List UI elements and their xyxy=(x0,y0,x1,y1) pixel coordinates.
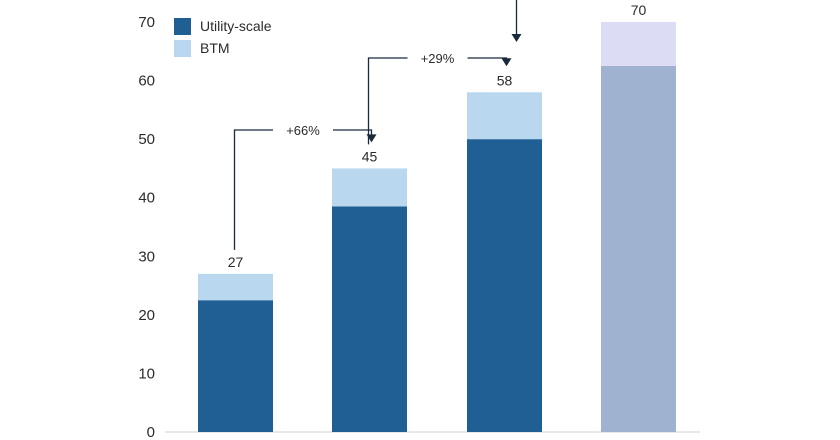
y-tick-label: 20 xyxy=(138,307,155,324)
legend-swatch xyxy=(174,18,191,35)
total-label: 70 xyxy=(631,2,647,18)
y-tick-label: 40 xyxy=(138,190,155,207)
arrow-head-icon xyxy=(501,58,512,67)
bar-utility-scale xyxy=(198,300,273,432)
growth-connector xyxy=(333,129,373,137)
legend-swatch xyxy=(174,40,191,57)
bar-utility-scale xyxy=(601,65,676,432)
growth-label: +66% xyxy=(286,123,320,138)
growth-connector xyxy=(467,57,508,61)
total-label: 58 xyxy=(497,72,513,88)
total-label: 27 xyxy=(228,254,244,270)
total-labels: 27 45 58 70 xyxy=(228,2,647,270)
bar-utility-scale xyxy=(332,206,407,432)
bar-btm xyxy=(332,168,407,207)
growth-annotations: +66% +29% xyxy=(233,0,522,250)
total-label: 45 xyxy=(362,148,378,164)
y-tick-label: 60 xyxy=(138,73,155,90)
bar-btm xyxy=(601,22,676,66)
bar-utility-scale xyxy=(467,139,542,432)
y-tick-label: 10 xyxy=(138,365,155,382)
growth-label: +29% xyxy=(421,51,455,66)
legend-label: BTM xyxy=(200,40,230,56)
bars xyxy=(198,22,676,432)
growth-connector xyxy=(233,129,273,250)
y-tick-label: 30 xyxy=(138,248,155,265)
y-tick-label: 0 xyxy=(147,424,155,440)
legend-label: Utility-scale xyxy=(200,18,272,34)
y-tick-label: 70 xyxy=(138,14,155,31)
bar-btm xyxy=(198,273,273,301)
y-tick-label: 50 xyxy=(138,131,155,148)
growth-connector xyxy=(367,57,408,145)
bar-btm xyxy=(467,92,542,140)
arrow-head-icon xyxy=(511,34,522,42)
legend: Utility-scale BTM xyxy=(174,18,272,57)
